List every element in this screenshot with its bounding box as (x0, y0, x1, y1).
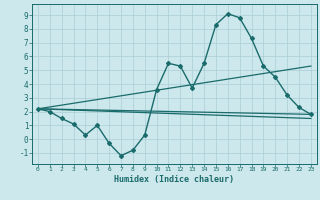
X-axis label: Humidex (Indice chaleur): Humidex (Indice chaleur) (115, 175, 234, 184)
